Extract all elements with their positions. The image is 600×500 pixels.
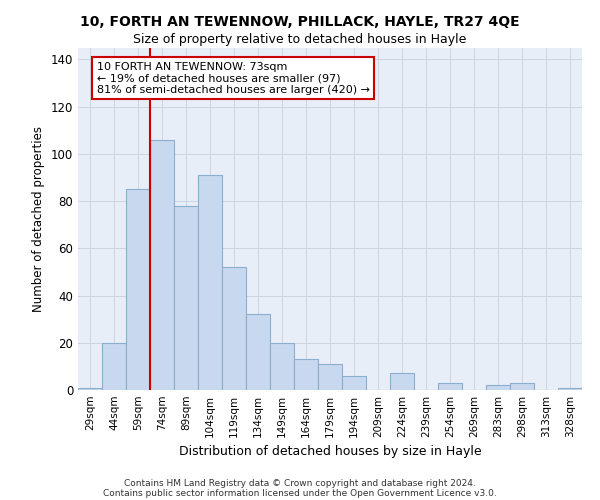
Bar [270, 343, 294, 390]
Bar [318, 364, 342, 390]
Bar [174, 206, 198, 390]
Bar [198, 175, 222, 390]
Bar [294, 360, 318, 390]
Bar [342, 376, 366, 390]
Bar [102, 343, 126, 390]
Bar [150, 140, 174, 390]
Bar [510, 383, 534, 390]
Text: Contains HM Land Registry data © Crown copyright and database right 2024.: Contains HM Land Registry data © Crown c… [124, 478, 476, 488]
Bar [246, 314, 270, 390]
Bar [78, 388, 102, 390]
Bar [222, 267, 246, 390]
Bar [438, 383, 462, 390]
Text: 10, FORTH AN TEWENNOW, PHILLACK, HAYLE, TR27 4QE: 10, FORTH AN TEWENNOW, PHILLACK, HAYLE, … [80, 15, 520, 29]
Text: 10 FORTH AN TEWENNOW: 73sqm
← 19% of detached houses are smaller (97)
81% of sem: 10 FORTH AN TEWENNOW: 73sqm ← 19% of det… [97, 62, 370, 95]
X-axis label: Distribution of detached houses by size in Hayle: Distribution of detached houses by size … [179, 446, 481, 458]
Text: Contains public sector information licensed under the Open Government Licence v3: Contains public sector information licen… [103, 488, 497, 498]
Text: Size of property relative to detached houses in Hayle: Size of property relative to detached ho… [133, 32, 467, 46]
Bar [486, 386, 510, 390]
Y-axis label: Number of detached properties: Number of detached properties [32, 126, 45, 312]
Bar [126, 189, 150, 390]
Bar [558, 388, 582, 390]
Bar [390, 374, 414, 390]
